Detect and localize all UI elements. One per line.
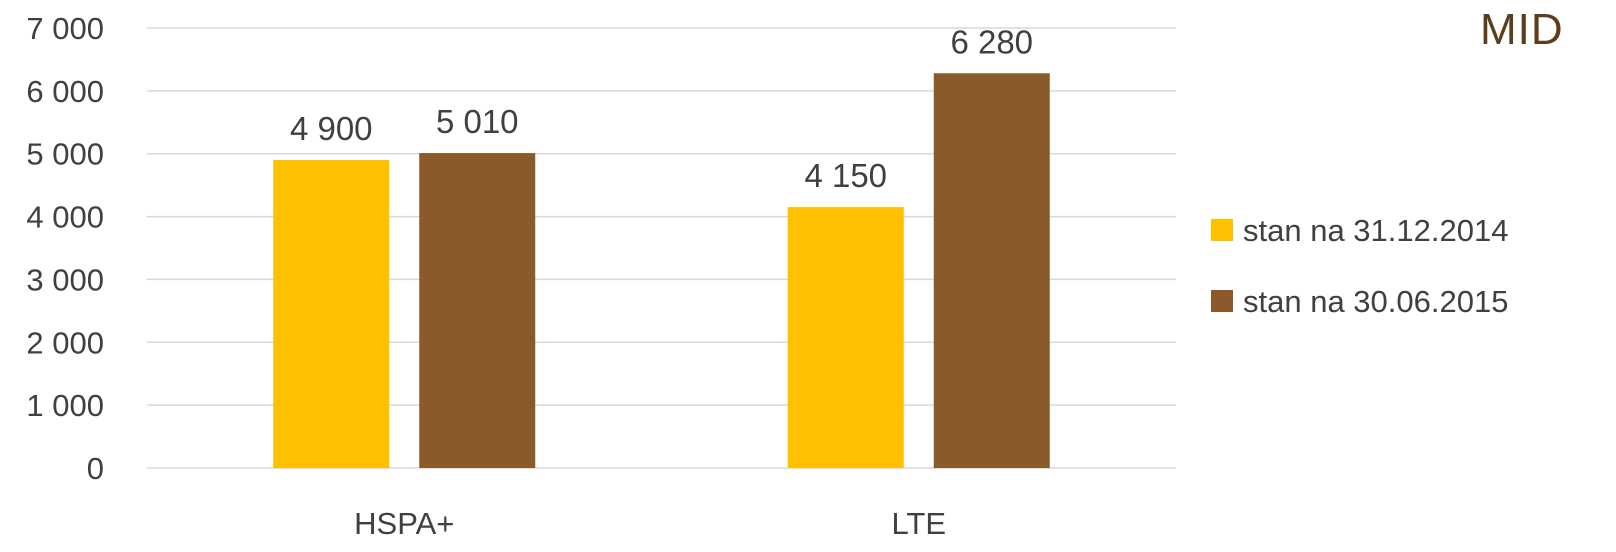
legend: stan na 31.12.2014 stan na 30.06.2015	[1211, 213, 1508, 319]
y-axis-tick-labels: 0 1 000 2 000 3 000 4 000 5 000 6 000 7 000	[26, 11, 104, 486]
x-axis-category-labels: HSPA+ LTE	[354, 506, 946, 541]
y-tick-label: 7 000	[26, 11, 104, 46]
bar-lte-series-2	[933, 73, 1050, 468]
legend-swatch	[1211, 219, 1233, 241]
data-label: 4 150	[804, 157, 887, 194]
bars	[273, 73, 1050, 469]
y-tick-label: 1 000	[26, 388, 104, 423]
data-labels: 4 900 5 010 4 150 6 280	[290, 23, 1033, 194]
data-label: 6 280	[950, 23, 1033, 60]
y-tick-label: 3 000	[26, 262, 104, 297]
partial-heading: MID	[1480, 5, 1564, 54]
legend-label: stan na 31.12.2014	[1243, 213, 1508, 248]
y-tick-label: 6 000	[26, 74, 104, 109]
data-label: 4 900	[290, 110, 373, 147]
y-tick-label: 0	[87, 451, 104, 486]
bar-hspa-series-1	[273, 160, 390, 468]
category-label: LTE	[891, 506, 946, 541]
y-tick-label: 5 000	[26, 137, 104, 172]
category-label: HSPA+	[354, 506, 454, 541]
legend-label: stan na 30.06.2015	[1243, 284, 1508, 319]
bar-hspa-series-2	[419, 153, 536, 469]
legend-swatch	[1211, 290, 1233, 312]
data-label: 5 010	[436, 103, 519, 140]
y-tick-label: 2 000	[26, 325, 104, 360]
y-tick-label: 4 000	[26, 200, 104, 235]
bar-lte-series-1	[787, 207, 904, 468]
